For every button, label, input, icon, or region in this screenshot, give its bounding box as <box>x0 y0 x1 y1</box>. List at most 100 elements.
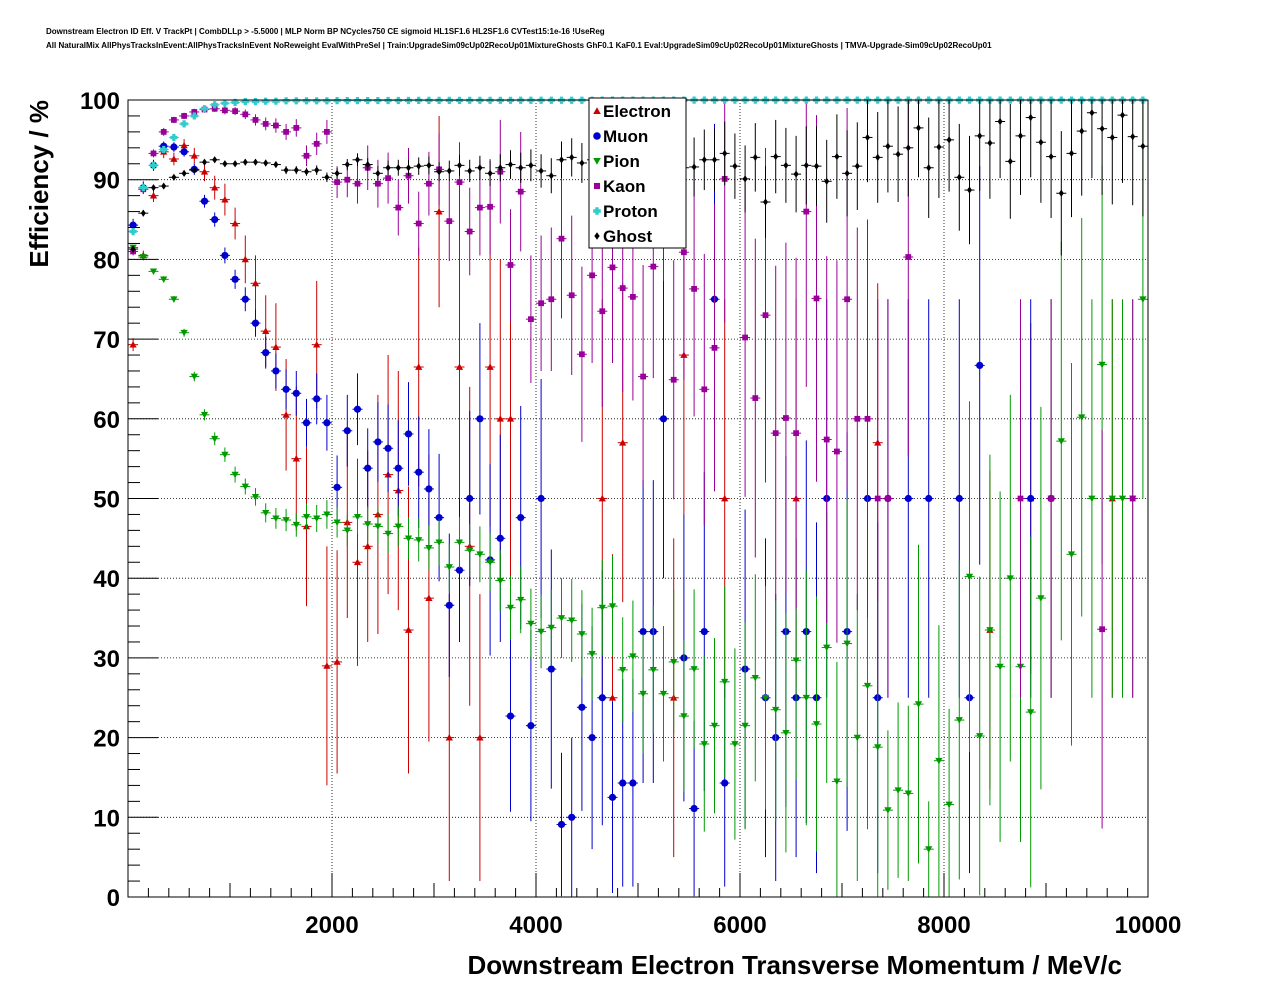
pion-point <box>619 666 627 674</box>
electron-point <box>598 494 606 502</box>
pion-point <box>802 694 810 702</box>
electron-point <box>608 694 617 701</box>
pion-point <box>415 537 423 544</box>
kaon-point <box>558 235 565 242</box>
kaon-point <box>650 263 657 270</box>
y-tick-label: 50 <box>93 487 120 514</box>
kaon-point <box>619 285 626 291</box>
muon-point <box>496 534 504 542</box>
kaon-point <box>538 300 544 307</box>
kaon-point <box>762 312 769 319</box>
muon-point <box>323 419 331 427</box>
ghost-point <box>426 161 432 169</box>
pion-point <box>496 577 504 585</box>
y-axis-label: Efficiency / % <box>24 100 54 268</box>
pion-point <box>680 713 688 720</box>
ghost-point <box>701 156 707 164</box>
ghost-point <box>773 152 779 161</box>
muon-point <box>292 389 300 397</box>
muon-point <box>537 494 545 503</box>
kaon-point <box>1048 495 1054 502</box>
pion-point <box>343 527 351 534</box>
legend-marker-proton <box>593 207 601 215</box>
electron-point <box>353 558 362 566</box>
ghost-point <box>395 164 401 172</box>
pion-point <box>639 690 647 698</box>
ghost-point <box>1130 133 1136 141</box>
muon-point <box>445 601 453 609</box>
pion-point <box>955 717 963 724</box>
pion-point <box>476 551 484 558</box>
ghost-point <box>762 198 769 206</box>
muon-point <box>639 627 647 636</box>
ghost-point <box>242 158 248 166</box>
kaon-point <box>252 117 259 123</box>
pion-point <box>925 846 933 853</box>
kaon-point <box>334 179 340 185</box>
muon-point <box>506 712 515 720</box>
proton-point <box>139 184 147 192</box>
pion-point <box>1037 595 1045 602</box>
y-tick-label: 100 <box>80 88 120 115</box>
pion-point <box>302 513 311 521</box>
legend-label-proton: Proton <box>603 202 658 221</box>
ghost-point <box>579 159 585 167</box>
muon-point <box>659 415 668 423</box>
legend-marker-ghost <box>594 232 600 240</box>
kaon-point <box>517 188 524 195</box>
ghost-point <box>1119 111 1126 119</box>
ghost-point <box>293 166 299 174</box>
kaon-point <box>466 228 473 235</box>
ghost-point <box>344 160 350 169</box>
pion-point <box>180 329 188 337</box>
ghost-point <box>477 164 483 172</box>
muon-point <box>547 665 555 673</box>
kaon-point <box>823 436 830 443</box>
electron-point <box>231 219 239 227</box>
series-ghost <box>128 100 1148 256</box>
electron-point <box>262 327 270 335</box>
ghost-point <box>365 160 371 169</box>
ghost-point <box>201 158 208 166</box>
electron-point <box>129 341 137 348</box>
ghost-point <box>467 167 473 175</box>
ghost-point <box>915 124 922 132</box>
legend-label-kaon: Kaon <box>603 177 646 196</box>
muon-point <box>455 566 464 574</box>
pion-point <box>823 644 831 652</box>
pion-point <box>812 721 821 728</box>
kaon-point <box>548 296 555 303</box>
electron-point <box>170 155 178 162</box>
pion-point <box>741 722 749 730</box>
muon-point <box>629 779 637 787</box>
ghost-point <box>212 156 218 164</box>
ghost-point <box>936 143 942 151</box>
muon-point <box>904 494 912 503</box>
pion-point <box>221 451 229 459</box>
pion-point <box>874 744 882 751</box>
kaon-point <box>354 180 361 187</box>
kaon-point <box>813 295 820 302</box>
muon-point <box>170 143 178 151</box>
ghost-point <box>1099 125 1105 133</box>
ghost-point <box>997 117 1003 126</box>
electron-point <box>190 152 198 159</box>
ghost-point <box>222 160 228 168</box>
x-tick-label: 4000 <box>509 912 562 939</box>
ghost-point <box>956 173 962 181</box>
kaon-point <box>415 220 422 227</box>
ghost-point <box>864 133 871 142</box>
pion-point <box>272 515 280 523</box>
kaon-point <box>742 334 748 341</box>
kaon-point <box>752 395 759 401</box>
proton-point <box>149 161 158 169</box>
pion-point <box>374 523 382 530</box>
muon-point <box>251 319 260 327</box>
pion-point <box>659 690 668 698</box>
electron-point <box>272 343 280 350</box>
kaon-point <box>303 152 310 159</box>
kaon-point <box>487 203 493 210</box>
muon-point <box>364 464 372 472</box>
ghost-point <box>1079 127 1085 135</box>
